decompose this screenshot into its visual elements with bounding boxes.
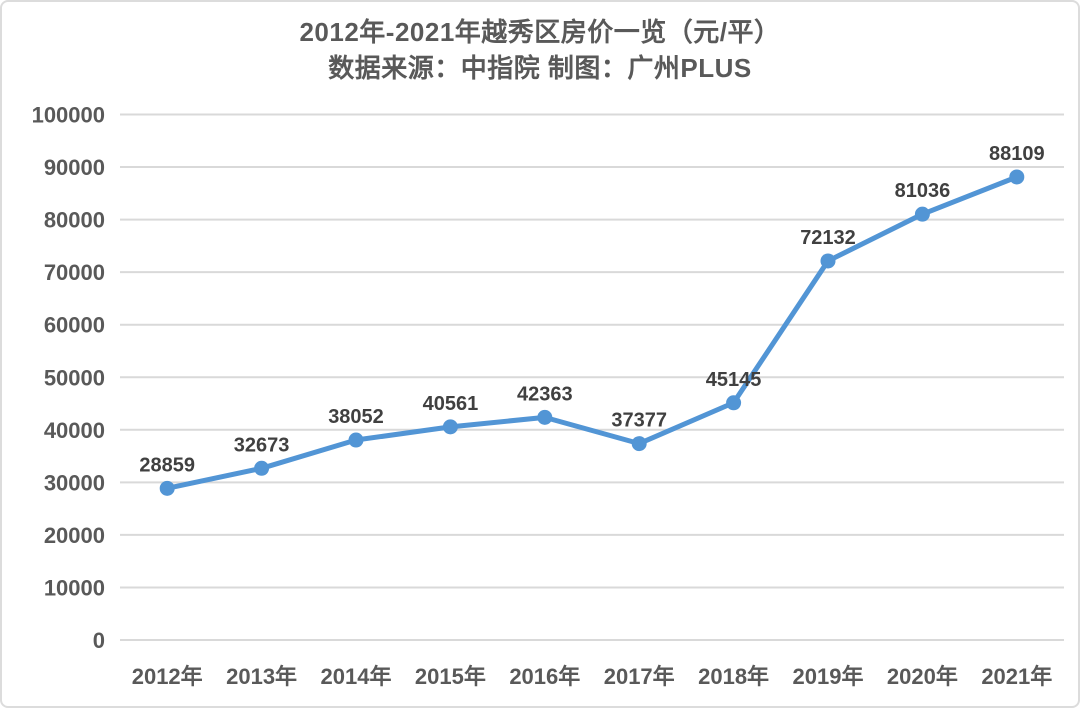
- data-point: [537, 409, 553, 425]
- data-point: [442, 419, 458, 435]
- y-tick-label: 10000: [44, 575, 105, 600]
- y-tick-label: 100000: [32, 103, 105, 128]
- x-tick-label: 2015年: [415, 664, 486, 689]
- data-label: 72132: [800, 227, 856, 249]
- data-point: [254, 460, 270, 476]
- y-tick-label: 0: [93, 628, 105, 653]
- data-label: 81036: [895, 180, 951, 202]
- x-tick-label: 2012年: [132, 664, 203, 689]
- data-label: 42363: [517, 383, 573, 405]
- y-tick-label: 30000: [44, 470, 105, 495]
- y-tick-label: 20000: [44, 523, 105, 548]
- data-label: 38052: [328, 406, 384, 428]
- x-tick-label: 2019年: [793, 664, 864, 689]
- data-point: [820, 253, 836, 269]
- data-point: [348, 432, 364, 448]
- price-line: [164, 174, 1020, 491]
- data-label: 88109: [989, 143, 1045, 165]
- y-tick-label: 40000: [44, 418, 105, 443]
- x-tick-label: 2014年: [321, 664, 392, 689]
- x-tick-label: 2016年: [509, 664, 580, 689]
- x-tick-label: 2020年: [887, 664, 958, 689]
- y-tick-label: 60000: [44, 313, 105, 338]
- y-tick-label: 80000: [44, 208, 105, 233]
- data-point: [631, 436, 647, 452]
- x-tick-label: 2021年: [981, 664, 1052, 689]
- x-tick-label: 2018年: [698, 664, 769, 689]
- x-tick-label: 2013年: [226, 664, 297, 689]
- x-tick-label: 2017年: [604, 664, 675, 689]
- data-point: [159, 480, 175, 496]
- data-label: 37377: [611, 410, 667, 432]
- y-tick-label: 90000: [44, 155, 105, 180]
- data-label: 32673: [234, 434, 290, 456]
- data-point: [1009, 169, 1025, 185]
- y-tick-label: 50000: [44, 365, 105, 390]
- data-label: 45145: [706, 369, 762, 391]
- data-label: 28859: [139, 454, 195, 476]
- data-point: [914, 206, 930, 222]
- data-label: 40561: [423, 393, 479, 415]
- data-point: [726, 395, 742, 411]
- y-tick-label: 70000: [44, 260, 105, 285]
